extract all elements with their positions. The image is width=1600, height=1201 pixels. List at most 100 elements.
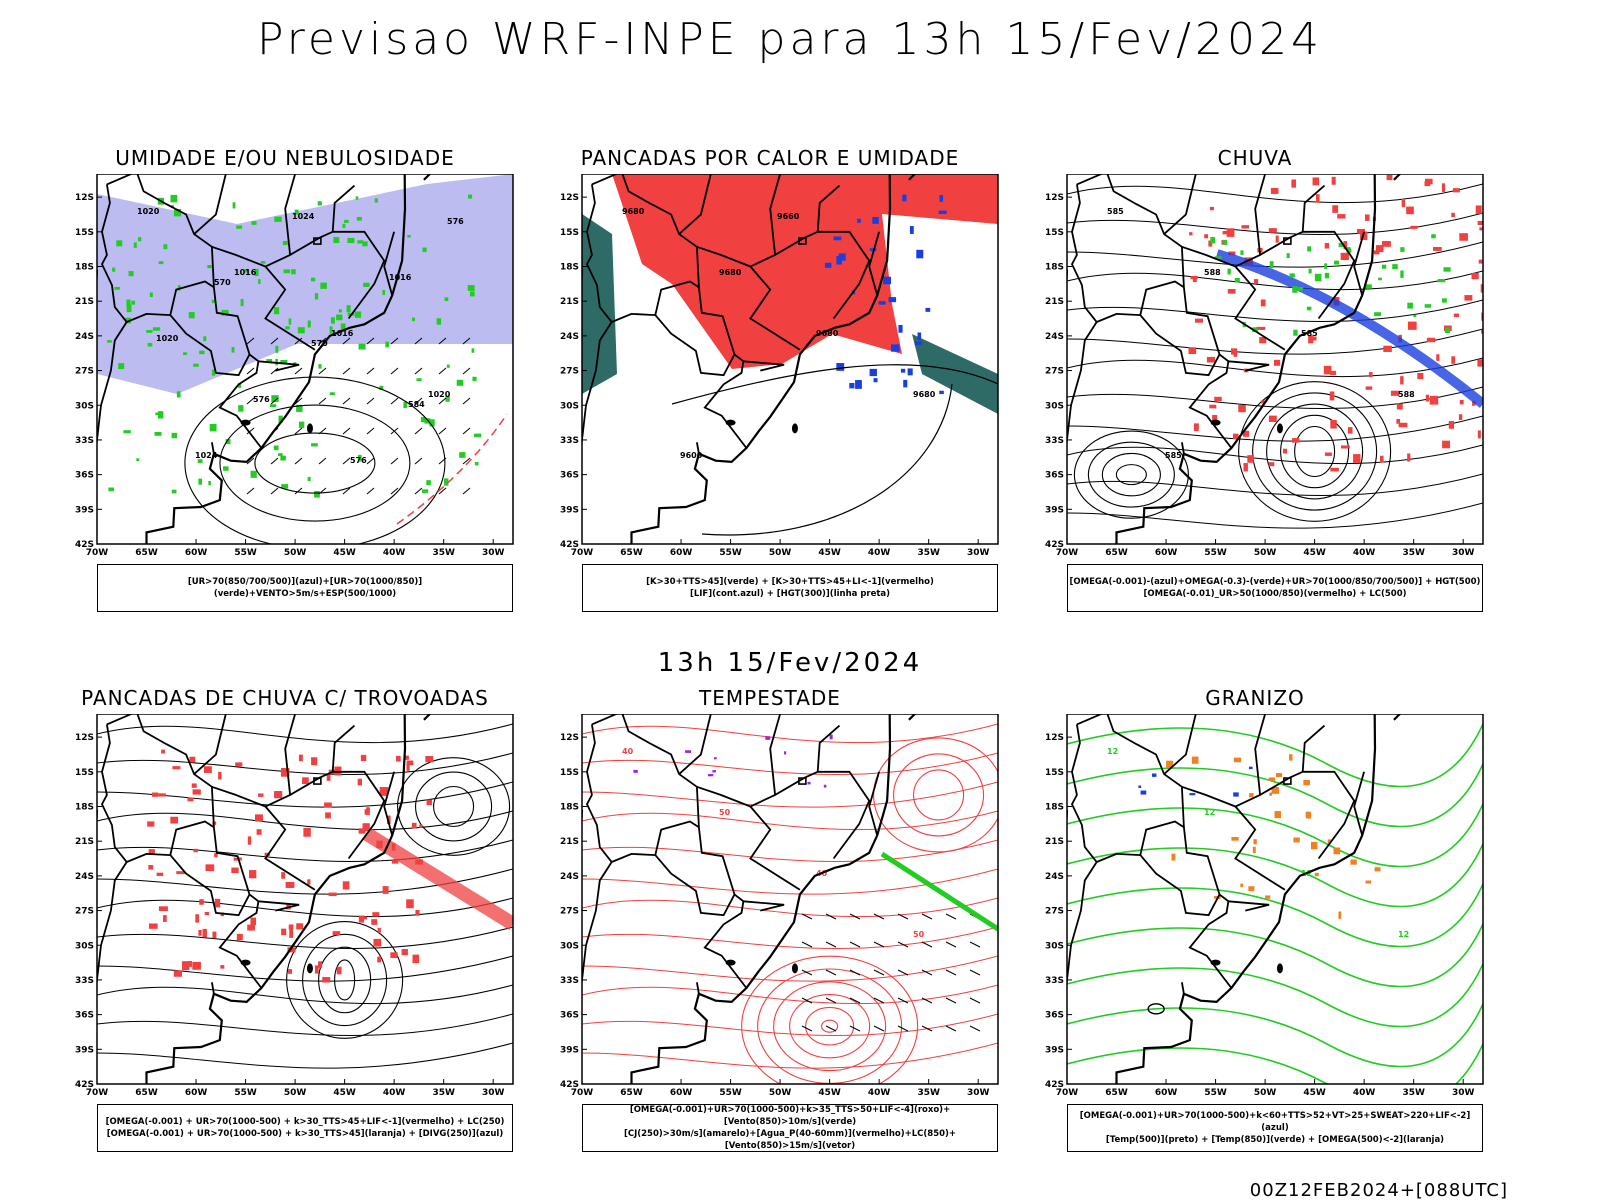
strong-omega-mark (1334, 260, 1339, 265)
strong-omega-mark (1293, 837, 1300, 843)
wind-vector (246, 487, 255, 495)
humidity-low-mark (128, 271, 134, 277)
border-line (284, 174, 296, 255)
wind-streamline (582, 1042, 998, 1069)
border-line (211, 245, 266, 268)
lon-label: 30W (482, 548, 505, 558)
rain-area (1451, 212, 1455, 217)
thunderstorm-area (202, 928, 207, 938)
humidity-low-mark (275, 345, 279, 353)
wind-vector (438, 427, 447, 435)
humidity-low-mark (260, 260, 266, 264)
federal-district (313, 777, 322, 785)
humidity-low-mark (416, 378, 422, 382)
strong-wind-vector (825, 969, 837, 976)
humidity-low-mark (278, 415, 283, 423)
rain-area (1452, 188, 1460, 193)
humidity-low-mark (385, 341, 389, 348)
border-line (1353, 231, 1365, 296)
rain-area (1222, 230, 1228, 235)
legend-line: [K>30+TTS>45](verde) + [K>30+TTS>45+LI<-… (646, 577, 934, 587)
lon-label: 50W (769, 1088, 792, 1098)
lat-label: 33S (1045, 976, 1064, 986)
border-line (654, 854, 736, 917)
strong-omega-mark (1382, 264, 1387, 269)
lat-label: 39S (560, 1045, 579, 1055)
rain-area (1477, 430, 1481, 439)
strong-omega-mark (1191, 756, 1199, 764)
thunderstorm-area (214, 898, 221, 908)
rain-area (1425, 394, 1429, 402)
lat-label: 15S (75, 768, 94, 778)
lon-label: 50W (1254, 1088, 1277, 1098)
lon-label: 70W (571, 548, 594, 558)
streamline (97, 926, 513, 949)
lat-label: 33S (560, 976, 579, 986)
strong-wind-vector (873, 941, 885, 948)
humidity-low-mark (467, 285, 475, 291)
streamline-vortex (334, 959, 356, 1001)
panel-chuva: CHUVA 585 588 585 588 585 12S 15S 18S 21S 24S 27S 30… (1045, 146, 1525, 616)
humidity-low-mark (157, 411, 164, 419)
lat-label: 42S (75, 540, 94, 550)
thunderstorm-area (188, 960, 192, 967)
lat-label: 39S (1045, 1045, 1064, 1055)
rain-area (1331, 176, 1336, 185)
wind-vector (438, 337, 447, 345)
humidity-low-mark (329, 326, 333, 334)
rain-area (1481, 329, 1483, 334)
wind-vector (462, 487, 471, 495)
lon-label: 65W (1105, 1088, 1128, 1098)
strong-wind-vector (945, 913, 957, 920)
strong-wind-vector (921, 969, 933, 976)
border-line (743, 900, 785, 912)
wind-vector (318, 367, 327, 375)
border-line (817, 230, 871, 320)
lifted-index-contour (900, 368, 906, 373)
border-line (769, 714, 781, 795)
wind-vector (270, 367, 279, 375)
thunderstorm-area (158, 906, 168, 912)
thunderstorm-area (382, 886, 389, 894)
panel-legend: [K>30+TTS>45](verde) + [K>30+TTS>45+LI<-… (582, 564, 998, 612)
strong-omega-mark (1374, 312, 1381, 317)
thunderstorm-area (401, 949, 408, 956)
rain-area (1268, 462, 1275, 467)
humidity-low-mark (424, 418, 431, 424)
border-line (696, 245, 751, 268)
border-line (169, 314, 251, 377)
thunderstorm-area (193, 848, 198, 853)
strong-omega-mark (1210, 236, 1216, 244)
humidity-low-mark (382, 289, 386, 295)
strong-omega-mark (1366, 284, 1372, 289)
rain-area (1448, 421, 1455, 429)
lat-label: 36S (75, 471, 94, 481)
thunderstorm-area (274, 791, 283, 799)
rain-area (1275, 235, 1279, 243)
humidity-low-mark (223, 466, 229, 471)
map-content (97, 714, 513, 1084)
thunderstorm-area (214, 853, 218, 858)
lat-label: 42S (75, 1080, 94, 1090)
thunderstorm-area (362, 823, 370, 832)
humidity-low-mark (212, 369, 216, 376)
humidity-low-mark (280, 360, 288, 364)
border-line (258, 900, 300, 912)
legend-line: [Temp(500)](preto) + [Temp(850)](verde) … (1105, 1135, 1445, 1145)
contour-label: 576 (447, 217, 464, 226)
wind-vector (294, 457, 303, 465)
rain-area (1400, 376, 1404, 385)
lagoon-mark (791, 963, 798, 974)
lake-mark (1210, 419, 1221, 426)
map-content: 585 588 585 588 585 (1067, 174, 1483, 544)
humidity-low-mark (314, 490, 320, 498)
thunderstorm-area (362, 916, 368, 920)
humidity-low-mark (231, 347, 235, 353)
rain-area (1340, 252, 1349, 261)
thunderstorm-area (280, 768, 290, 777)
humidity-low-mark (123, 430, 131, 434)
lat-label: 36S (560, 1011, 579, 1021)
strong-omega-mark (1269, 792, 1273, 796)
